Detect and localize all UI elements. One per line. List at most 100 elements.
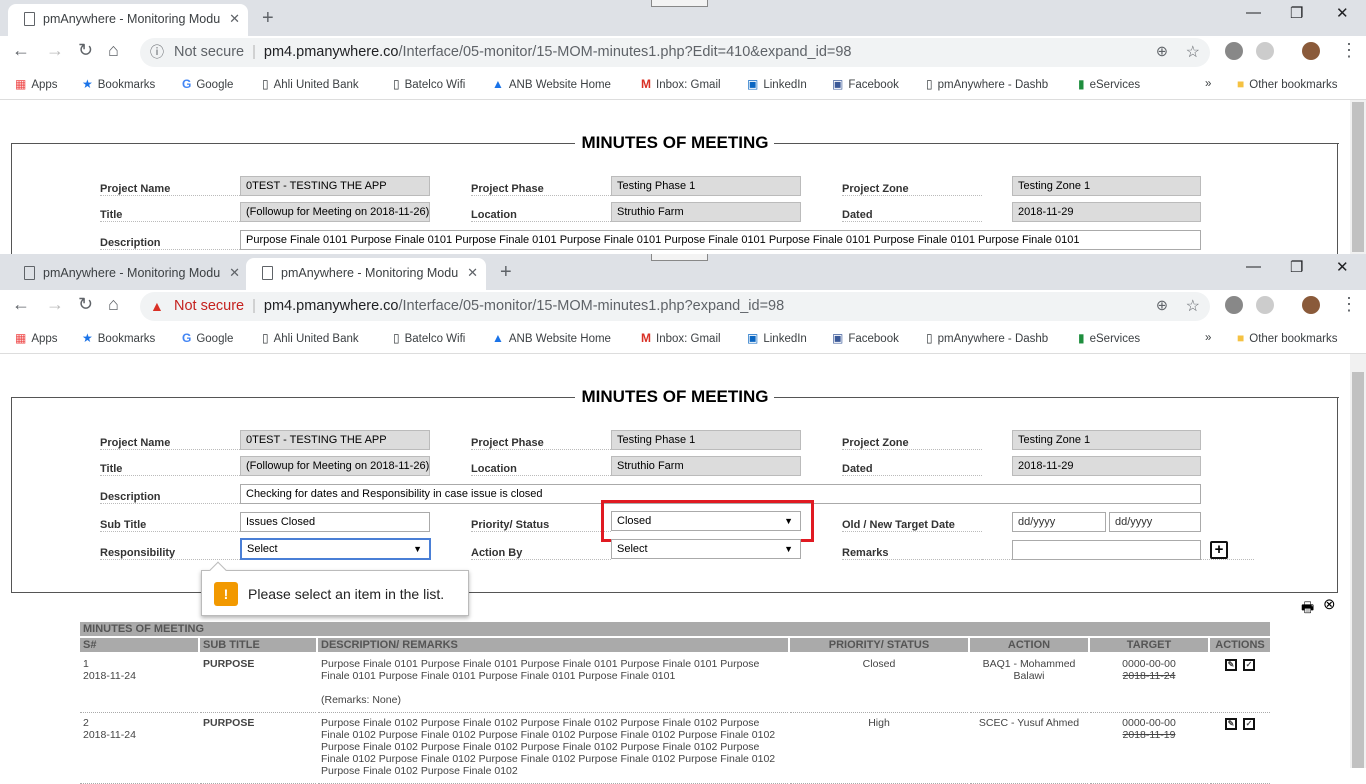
description-field[interactable]: Purpose Finale 0101 Purpose Finale 0101 … [240, 230, 1201, 250]
print-icon[interactable]: 🖶 [1301, 599, 1315, 615]
action-by-select[interactable]: Select ▼ [611, 539, 801, 559]
close-window-button[interactable]: ✕ [1336, 259, 1349, 276]
extension-icon[interactable] [1225, 42, 1243, 60]
extension-icon[interactable] [1225, 296, 1243, 314]
profile-avatar[interactable] [1302, 296, 1320, 314]
forward-icon[interactable]: → [46, 294, 64, 314]
close-window-button[interactable]: ✕ [1336, 5, 1349, 22]
bookmark-star-icon[interactable]: ☆ [1185, 298, 1200, 315]
dropbox-icon[interactable] [1256, 296, 1274, 314]
description-field[interactable]: Checking for dates and Responsibility in… [240, 484, 1201, 504]
bookmark-pmanywhere[interactable]: ▯ pmAnywhere - Dashb [926, 77, 1049, 91]
project-zone-field: Testing Zone 1 [1012, 430, 1201, 450]
bookmark-eservices[interactable]: ▮ eServices [1078, 331, 1141, 345]
scrollbar[interactable] [1350, 100, 1366, 254]
close-tab-icon[interactable]: ✕ [229, 265, 240, 280]
profile-avatar[interactable] [1302, 42, 1320, 60]
bookmark-other[interactable]: ■ Other bookmarks [1237, 77, 1338, 91]
responsibility-select[interactable]: Select ▼ [240, 538, 431, 560]
bookmark-ahli[interactable]: ▯ Ahli United Bank [262, 331, 359, 345]
bookmark-facebook[interactable]: ▣ Facebook [832, 331, 899, 345]
more-bookmarks-chevron-icon[interactable]: » [1205, 78, 1212, 90]
back-icon[interactable]: ← [12, 40, 30, 60]
project-name-field: 0TEST - TESTING THE APP [240, 430, 430, 450]
bookmark-facebook[interactable]: ▣ Facebook [832, 77, 899, 91]
dropdown-arrow-icon: ▼ [784, 544, 793, 554]
form-box [11, 397, 1339, 593]
row-action: SCEC - Yusuf Ahmed [970, 713, 1088, 784]
bookmark-star-icon[interactable]: ☆ [1185, 44, 1200, 61]
bookmark-anb[interactable]: ▲ ANB Website Home [492, 77, 611, 91]
forward-icon[interactable]: → [46, 40, 64, 60]
home-icon[interactable]: ⌂ [108, 40, 119, 60]
new-tab-button[interactable]: + [262, 7, 274, 29]
close-circle-icon[interactable]: ⊗ [1323, 596, 1336, 613]
zoom-icon[interactable]: ⊕ [1155, 44, 1168, 60]
back-icon[interactable]: ← [12, 294, 30, 314]
address-bar[interactable]: ⓘ Not secure | pm4.pmanywhere.co/Interface… [140, 38, 1210, 67]
row-status: Closed [790, 654, 968, 713]
bookmark-google[interactable]: G Google [182, 77, 234, 91]
edit-icon[interactable]: ✎ [1225, 659, 1237, 671]
label-dated: Dated [842, 204, 982, 222]
bookmark-eservices[interactable]: ▮ eServices [1078, 77, 1141, 91]
url-path: /Interface/05-monitor/15-MOM-minutes1.ph… [398, 44, 852, 60]
tab-title: pmAnywhere - Monitoring Modu [43, 266, 221, 280]
reload-icon[interactable]: ↻ [78, 40, 94, 60]
bookmark-google[interactable]: G Google [182, 331, 234, 345]
priority-status-select[interactable]: Closed ▼ [611, 511, 801, 531]
label-target-date: Old / New Target Date [842, 514, 982, 532]
resize-handle[interactable] [651, 254, 708, 261]
bookmark-pmanywhere[interactable]: ▯ pmAnywhere - Dashb [926, 331, 1049, 345]
edit-icon[interactable]: ✎ [1225, 718, 1237, 730]
dropbox-icon[interactable] [1256, 42, 1274, 60]
info-icon: ⓘ [150, 44, 164, 60]
row-date: 2018-11-24 [83, 729, 136, 741]
bookmark-batelco[interactable]: ▯ Batelco Wifi [393, 77, 466, 91]
form-title: MINUTES OF MEETING [0, 387, 1350, 407]
bookmark-linkedin[interactable]: ▣ LinkedIn [747, 77, 807, 91]
resize-handle[interactable] [651, 0, 708, 7]
scrollbar[interactable] [1350, 354, 1366, 768]
add-item-icon[interactable]: + [1210, 541, 1228, 559]
home-icon[interactable]: ⌂ [108, 294, 119, 314]
maximize-button[interactable]: ❐ [1290, 5, 1304, 22]
check-box-icon[interactable]: ✓ [1243, 659, 1255, 671]
remarks-field[interactable] [1012, 540, 1201, 560]
bookmark-other[interactable]: ■ Other bookmarks [1237, 331, 1338, 345]
close-tab-icon[interactable]: ✕ [467, 265, 478, 280]
label-action-by: Action By [471, 542, 611, 560]
maximize-button[interactable]: ❐ [1290, 259, 1304, 276]
bookmark-bookmarks[interactable]: ★ Bookmarks [82, 77, 156, 91]
tab-monitoring[interactable]: pmAnywhere - Monitoring Modu ✕ [8, 4, 248, 36]
bookmark-apps[interactable]: ▦ Apps [15, 77, 58, 91]
zoom-icon[interactable]: ⊕ [1155, 298, 1168, 314]
bookmark-linkedin[interactable]: ▣ LinkedIn [747, 331, 807, 345]
menu-icon[interactable]: ⋮ [1340, 294, 1358, 314]
tab-monitoring-2[interactable]: pmAnywhere - Monitoring Modu ✕ [246, 258, 486, 290]
bookmark-gmail[interactable]: M Inbox: Gmail [641, 77, 721, 91]
bookmark-ahli[interactable]: ▯ Ahli United Bank [262, 77, 359, 91]
dated-field: 2018-11-29 [1012, 202, 1201, 222]
menu-icon[interactable]: ⋮ [1340, 40, 1358, 60]
old-target-date-field[interactable]: dd/yyyy [1012, 512, 1106, 532]
new-tab-button[interactable]: + [500, 261, 512, 283]
bookmark-bookmarks[interactable]: ★ Bookmarks [82, 331, 156, 345]
bookmark-batelco[interactable]: ▯ Batelco Wifi [393, 331, 466, 345]
row-sub-title: PURPOSE [200, 654, 316, 713]
check-box-icon[interactable]: ✓ [1243, 718, 1255, 730]
close-tab-icon[interactable]: ✕ [229, 11, 240, 26]
minimize-button[interactable]: — [1246, 4, 1261, 21]
bookmark-apps[interactable]: ▦ Apps [15, 331, 58, 345]
minimize-button[interactable]: — [1246, 258, 1261, 275]
col-sub-title: SUB TITLE [200, 638, 316, 654]
reload-icon[interactable]: ↻ [78, 294, 94, 314]
new-target-date-field[interactable]: dd/yyyy [1109, 512, 1201, 532]
tab-monitoring-1[interactable]: pmAnywhere - Monitoring Modu ✕ [8, 258, 248, 290]
sub-title-field[interactable]: Issues Closed [240, 512, 430, 532]
bookmark-anb[interactable]: ▲ ANB Website Home [492, 331, 611, 345]
more-bookmarks-chevron-icon[interactable]: » [1205, 332, 1212, 344]
label-project-phase: Project Phase [471, 432, 611, 450]
bookmark-gmail[interactable]: M Inbox: Gmail [641, 331, 721, 345]
address-bar[interactable]: ▲ Not secure | pm4.pmanywhere.co/Interface… [140, 292, 1210, 321]
